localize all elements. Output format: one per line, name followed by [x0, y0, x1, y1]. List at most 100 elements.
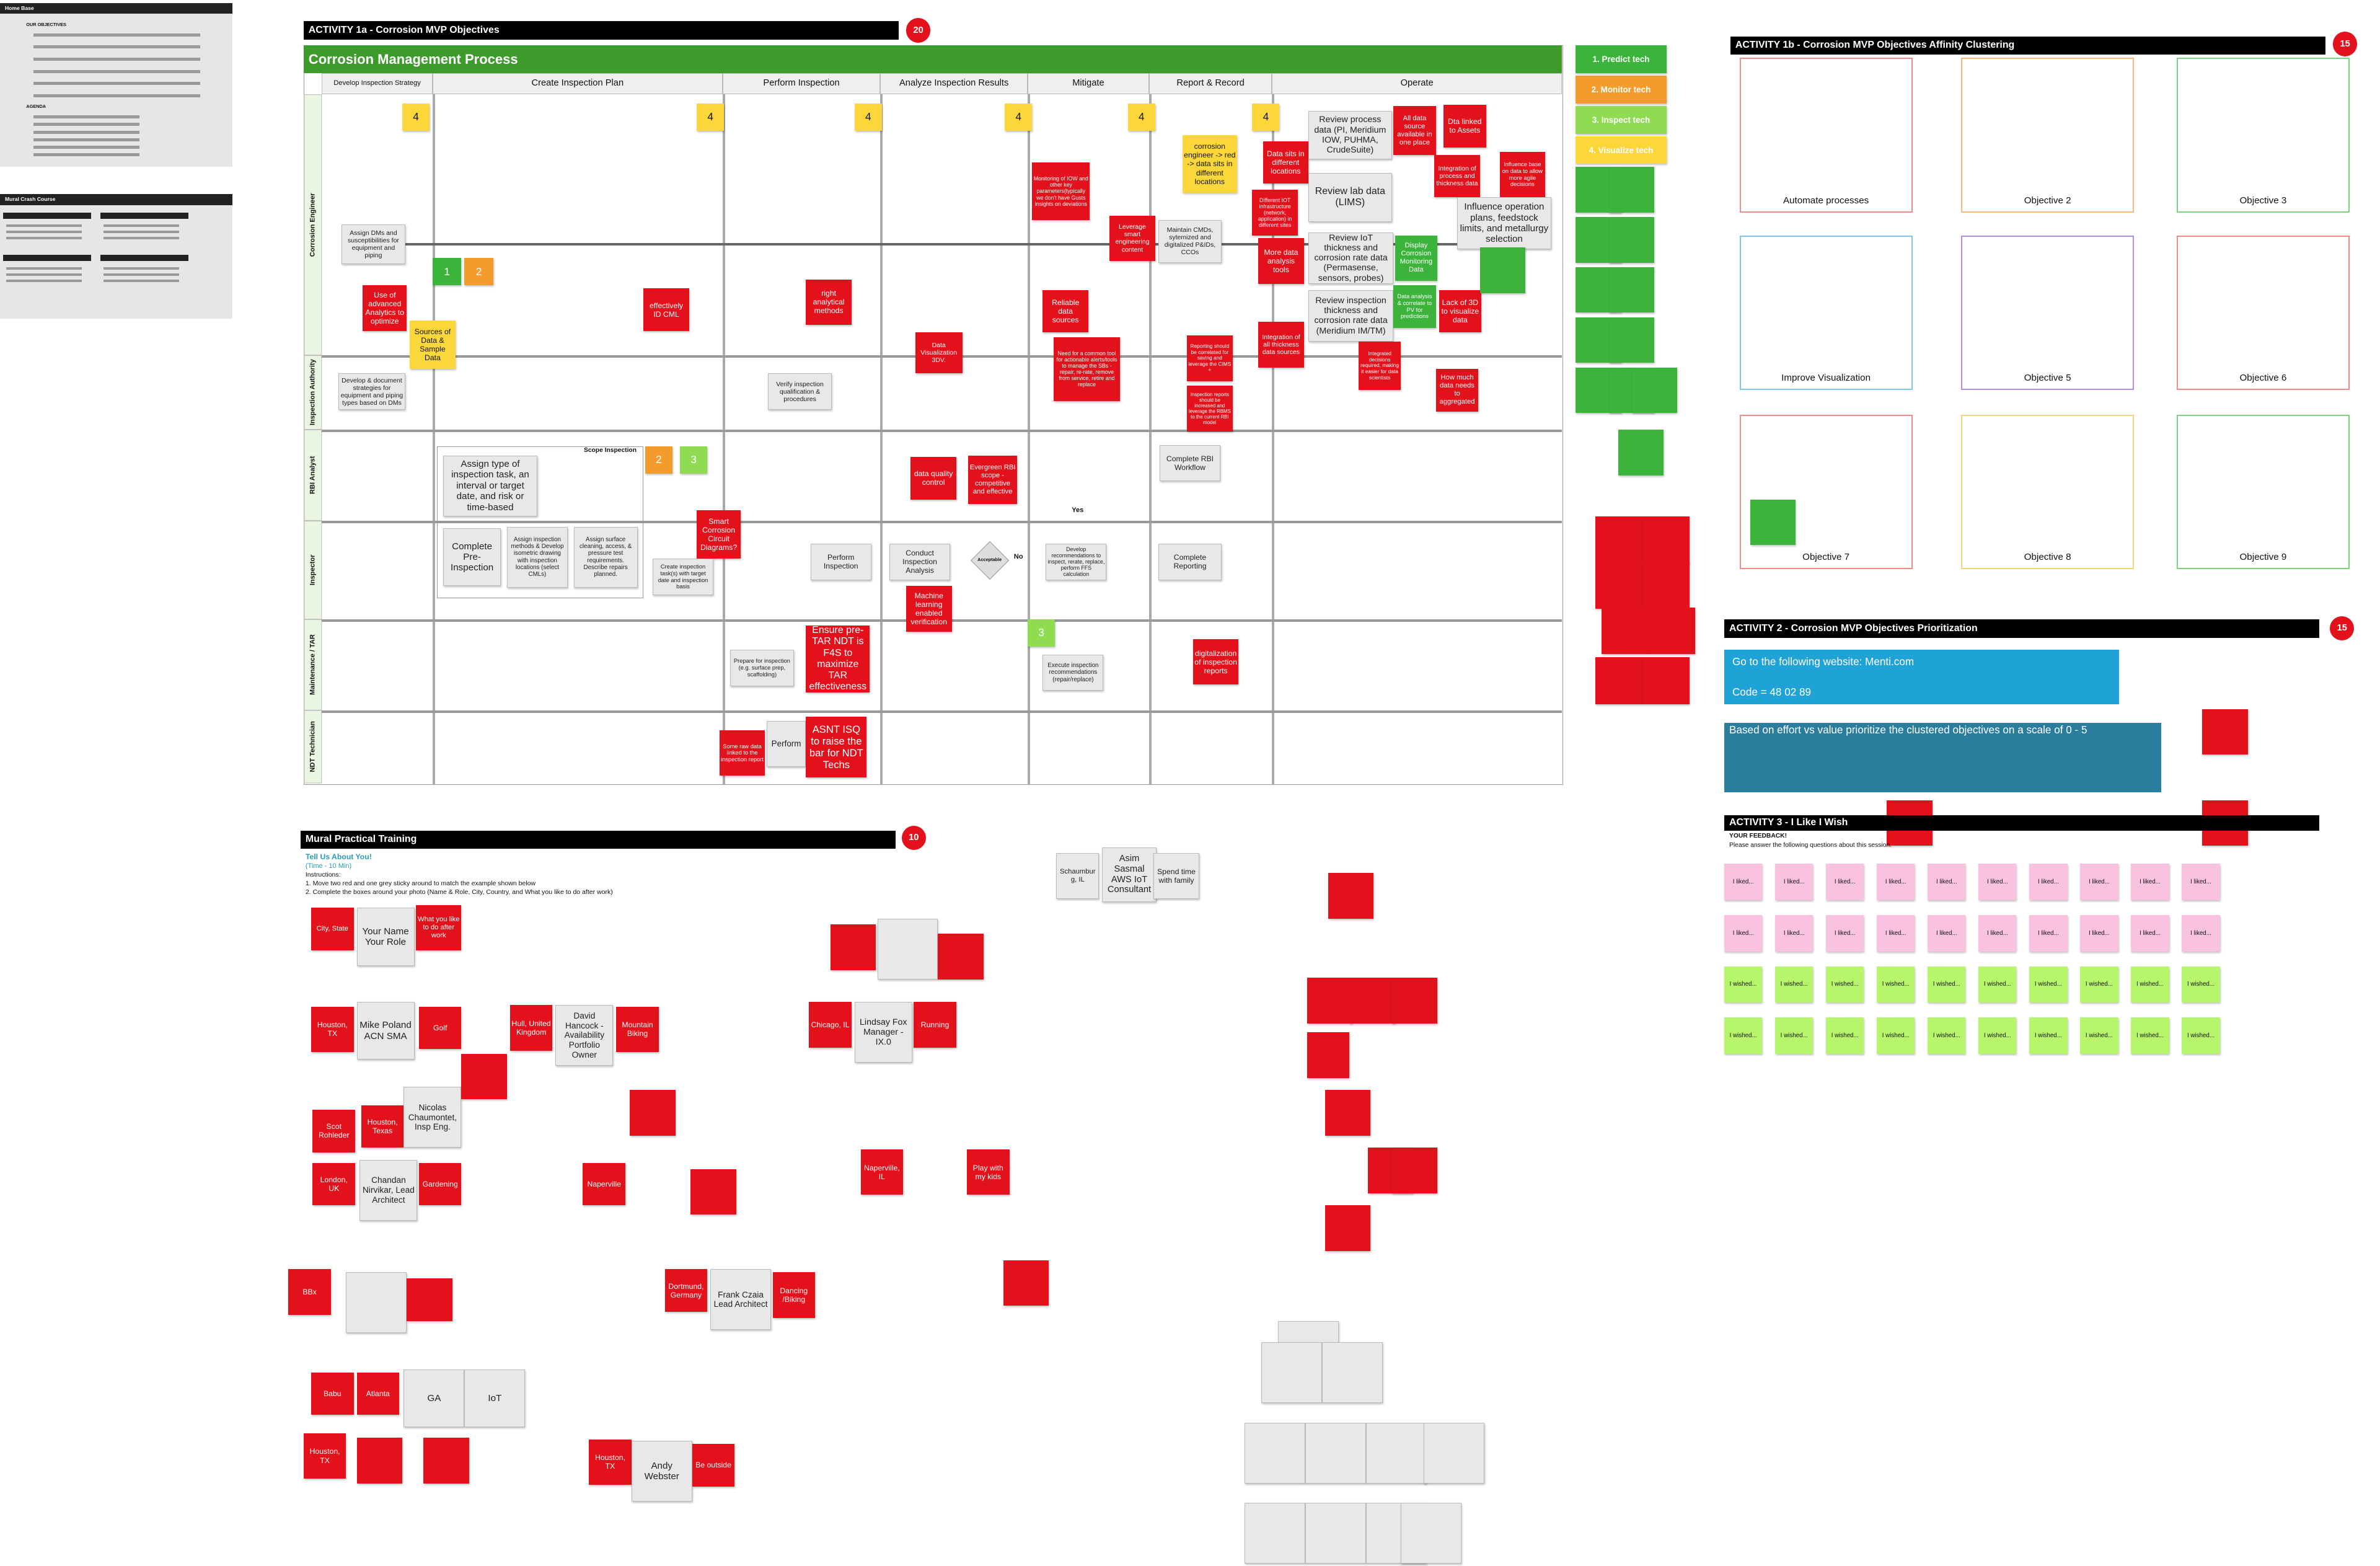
card-header	[100, 255, 188, 262]
column-line	[1272, 94, 1275, 785]
text-line	[33, 45, 201, 49]
lane-label: NDT Technician	[303, 710, 322, 784]
sticky-note: Ensure pre-TAR NDT is F4S to maximize TA…	[806, 625, 870, 692]
lane-line	[322, 710, 1562, 714]
feedback-note: I wished...	[2029, 1017, 2068, 1054]
feedback-note: I wished...	[1928, 966, 1966, 1003]
sticky-note: 4	[1252, 103, 1280, 131]
lane-label: Inspection Authority	[303, 355, 322, 430]
sticky-note: Complete RBI Workflow	[1160, 445, 1220, 482]
card-header	[2, 255, 91, 262]
sticky-note: 1	[432, 258, 462, 286]
card-header	[2, 212, 91, 219]
feedback-note: I liked...	[2182, 864, 2220, 901]
panel-title: Mural Crash Course	[0, 194, 232, 205]
feedback-note: I wished...	[2182, 966, 2220, 1003]
objective-frame	[1961, 414, 2135, 570]
feedback-note: I liked...	[1775, 915, 1814, 952]
activity-title: ACTIVITY 1b - Corrosion MVP Objectives A…	[1730, 36, 2325, 55]
text-line	[6, 237, 82, 240]
sticky-note: Develop & document strategies for equipm…	[338, 373, 405, 410]
sticky-note: David Hancock - Availability Portfolio O…	[555, 1005, 614, 1066]
feedback-note: I wished...	[1724, 1017, 1763, 1054]
sticky-note: Babu	[311, 1372, 354, 1415]
sticky-note: 4	[1127, 103, 1155, 131]
feedback-note: I wished...	[1978, 1017, 2017, 1054]
sticky-note: Golf	[418, 1006, 462, 1050]
sticky-note: Assign type of inspection task, an inter…	[443, 455, 537, 516]
phase-header: Create Inspection Plan	[432, 73, 723, 94]
panel-title: Home Base	[0, 2, 232, 14]
feedback-note: I liked...	[2080, 864, 2118, 901]
heading: YOUR FEEDBACK!	[1729, 833, 1787, 840]
sticky-note	[1261, 1342, 1323, 1403]
sticky-note: How much data needs to aggregated	[1435, 369, 1479, 412]
objective-label: Objective 7	[1802, 552, 1850, 563]
objective-label: Objective 9	[2239, 552, 2287, 563]
sticky-note	[830, 924, 876, 970]
sticky-note: Reporting should be correlated for savin…	[1187, 335, 1233, 381]
label: No	[1013, 553, 1023, 561]
lane-label: RBI Analyst	[303, 430, 322, 521]
feedback-note: I liked...	[2131, 915, 2169, 952]
timer: 20	[906, 18, 931, 43]
legend-item: 1. Predict tech	[1576, 45, 1667, 73]
sticky-note: Influence operation plans, feedstock lim…	[1457, 197, 1551, 249]
prompt: Please answer the following questions ab…	[1729, 842, 1892, 849]
legend-item: 4. Visualize tech	[1576, 136, 1667, 164]
info-box	[1724, 650, 2119, 705]
sticky-note	[1631, 367, 1678, 414]
sticky-note: Houston, Texas	[361, 1105, 404, 1148]
sticky-note	[1307, 978, 1353, 1024]
objective-frame	[1961, 58, 2135, 213]
sticky-note: Integrated decisions required, making it…	[1358, 342, 1401, 391]
feedback-note: I wished...	[1877, 1017, 1915, 1054]
sticky-note: Data sits in different locations	[1263, 141, 1309, 184]
sticky-note	[1245, 1422, 1306, 1484]
feedback-note: I liked...	[1826, 864, 1864, 901]
sticky-note: Smart Corrosion Circuit Diagrams?	[697, 510, 741, 559]
objective-frame	[1739, 58, 1913, 213]
sticky-note: Play with my kids	[967, 1149, 1010, 1195]
sticky-note	[1608, 217, 1655, 263]
sticky-note: 4	[1005, 103, 1033, 131]
sticky-note: Complete Pre-Inspection	[443, 528, 501, 586]
sticky-note: Dancing /Biking	[772, 1272, 816, 1318]
text-line	[103, 279, 179, 282]
sticky-note: Develop recommendations to inspect, rera…	[1046, 543, 1107, 580]
subtitle: Tell Us About You!	[305, 852, 372, 862]
sticky-note	[1307, 1032, 1350, 1078]
sticky-note	[1595, 562, 1642, 609]
column-line	[1027, 94, 1030, 785]
sticky-note: Asim Sasmal AWS IoT Consultant	[1101, 847, 1157, 902]
text-line	[33, 94, 201, 97]
objective-frame	[1961, 235, 2135, 391]
process-title: Corrosion Management Process	[303, 45, 1562, 73]
text-line	[103, 267, 179, 270]
text-line	[33, 130, 140, 134]
sticky-note: Execute inspection recommendations (repa…	[1042, 654, 1104, 691]
sticky-note	[407, 1278, 452, 1321]
feedback-note: I liked...	[2029, 864, 2068, 901]
legend-item: 2. Monitor tech	[1576, 76, 1667, 104]
sticky-note: Maintain CMDs, sytemized and digitalized…	[1158, 220, 1222, 263]
text-line	[6, 279, 82, 282]
sticky-note: Review inspection thickness and corrosio…	[1308, 290, 1394, 342]
text-line	[6, 267, 82, 270]
sticky-note: 4	[402, 103, 430, 131]
feedback-note: I wished...	[2131, 966, 2169, 1003]
sticky-note	[1595, 516, 1642, 564]
sticky-note: Display Corrosion Monitoring Data	[1395, 235, 1438, 281]
timer: 15	[2333, 32, 2358, 56]
sticky-note: London, UK	[312, 1162, 356, 1206]
sticky-note	[1401, 1503, 1462, 1564]
feedback-note: I liked...	[1724, 864, 1763, 901]
sticky-note: Perform	[766, 721, 806, 767]
phase-header: Analyze Inspection Results	[880, 73, 1028, 94]
objective-frame	[2176, 58, 2350, 213]
feedback-note: I wished...	[1928, 1017, 1966, 1054]
sticky-note: Machine learning enabled verification	[906, 586, 952, 632]
activity-title: ACTIVITY 3 - I Like I Wish	[1724, 815, 2320, 831]
sticky-note	[1479, 247, 1526, 293]
objective-label: Automate processes	[1783, 195, 1869, 206]
